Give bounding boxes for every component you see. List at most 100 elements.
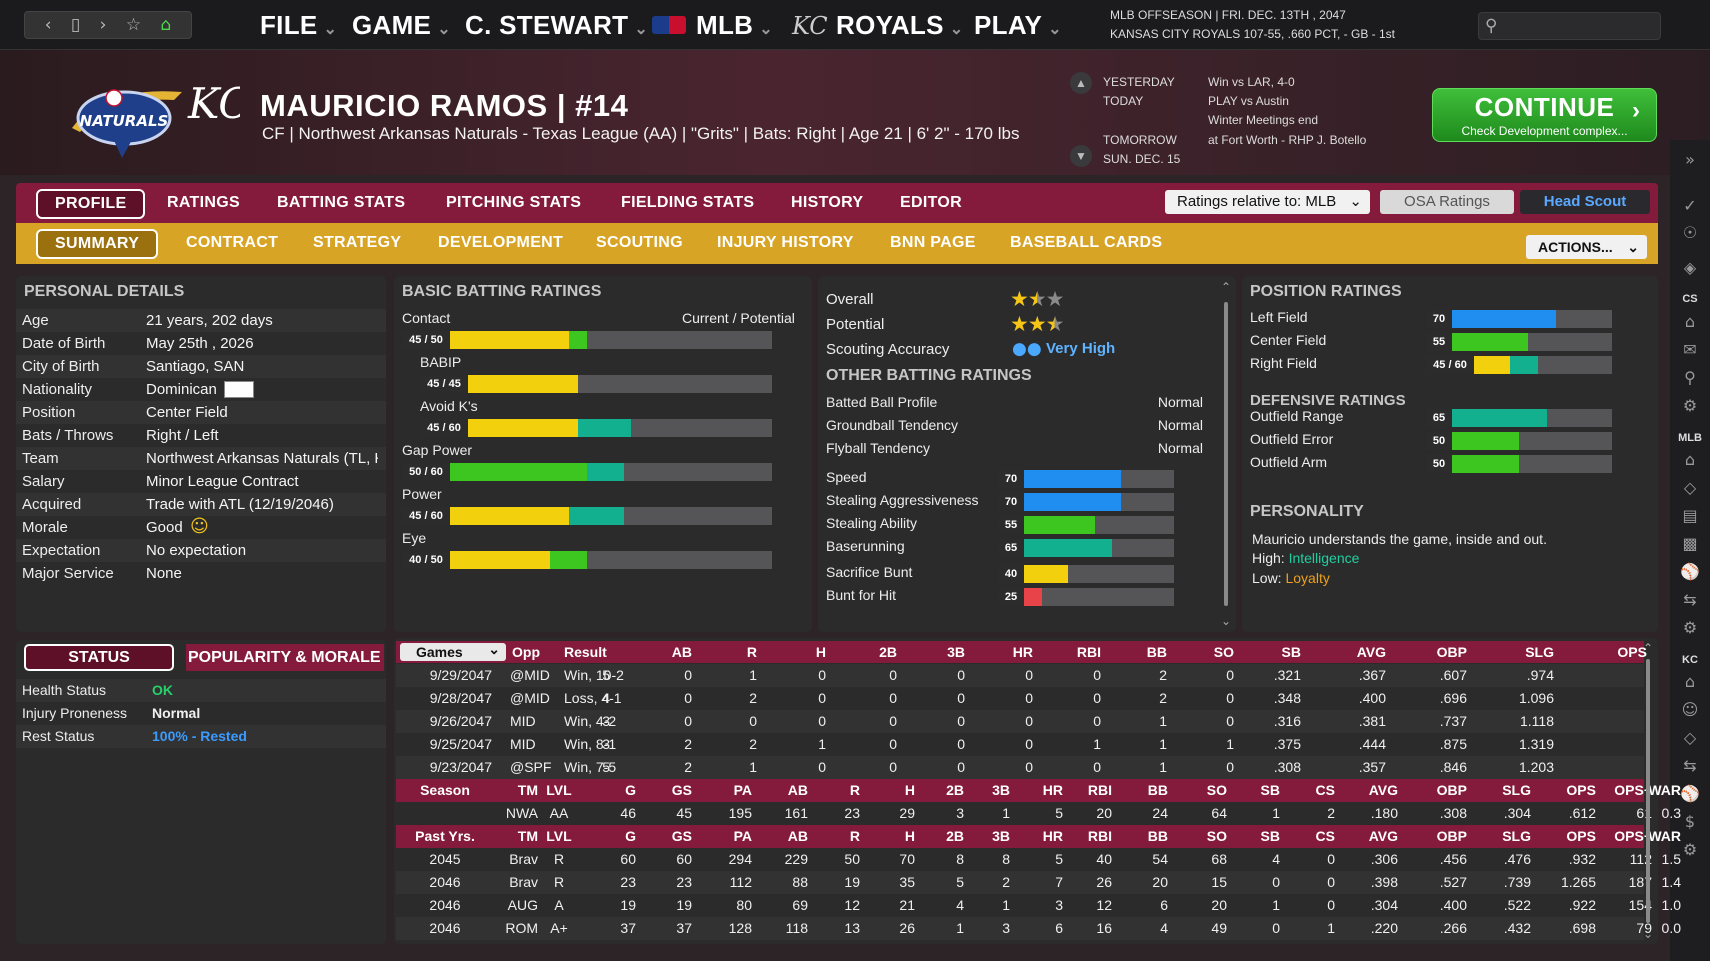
mail-icon[interactable]: ✉ xyxy=(1683,340,1697,359)
chart-icon[interactable]: ▩ xyxy=(1682,534,1698,553)
personal-details-title: PERSONAL DETAILS xyxy=(24,283,185,300)
scroll-down-icon[interactable]: ⌄ xyxy=(1221,614,1232,628)
scroll-down-icon[interactable]: ⌄ xyxy=(1643,927,1654,941)
stats-scrollbar[interactable]: ⌃ ⌄ xyxy=(1643,641,1655,941)
tab-status[interactable]: STATUS xyxy=(24,644,174,671)
personal-row: Nationality Dominican xyxy=(16,378,386,401)
menu-file[interactable]: FILE ⌄ xyxy=(260,10,338,40)
scroll-up-icon[interactable]: ⌃ xyxy=(1643,641,1654,655)
tab-baseball-cards[interactable]: BASEBALL CARDS xyxy=(1010,234,1163,251)
continue-button[interactable]: CONTINUE Check Development complex... › xyxy=(1432,88,1657,142)
home-icon[interactable]: ⌂ xyxy=(160,15,172,35)
ratings-relative-select[interactable]: Ratings relative to: MLB ⌄ xyxy=(1165,190,1370,214)
personality-text: Mauricio understands the game, inside an… xyxy=(1252,531,1547,547)
table-cell: 0 xyxy=(684,690,692,706)
table-cell: 4 xyxy=(956,897,964,913)
tab-editor[interactable]: EDITOR xyxy=(900,194,962,211)
other-rating-label: Batted Ball Profile xyxy=(826,394,938,410)
dollar-icon[interactable]: $ xyxy=(1684,812,1696,831)
swap-icon[interactable]: ⇆ xyxy=(1683,756,1697,775)
menu-play[interactable]: PLAY ⌄ xyxy=(974,10,1062,40)
forward-icon[interactable]: › xyxy=(99,15,107,35)
table-cell: 2 xyxy=(749,736,757,752)
menu-royals[interactable]: ROYALS ⌄ xyxy=(836,10,964,40)
star-icon[interactable]: ☆ xyxy=(125,15,142,35)
home-icon[interactable]: ⌂ xyxy=(1684,312,1696,331)
head-scout-button[interactable]: Head Scout xyxy=(1520,190,1650,214)
scouting-accuracy-label: Scouting Accuracy xyxy=(826,341,950,358)
tab-ratings[interactable]: RATINGS xyxy=(167,194,240,211)
table-cell: 0 xyxy=(957,736,965,752)
table-cell: .846 xyxy=(1439,759,1467,775)
chevron-up-icon[interactable]: ▲ xyxy=(1070,72,1092,94)
gear-icon[interactable]: ⚙ xyxy=(1682,618,1698,637)
baseball-icon[interactable]: ⚾ xyxy=(1680,784,1700,803)
scrollbar[interactable]: ⌃ ⌄ xyxy=(1221,280,1233,628)
column-header: Season xyxy=(420,782,470,798)
personal-value: Minor League Contract xyxy=(146,473,299,490)
chevron-down-icon[interactable]: ▼ xyxy=(1070,145,1092,167)
rating-badge: 55 xyxy=(998,516,1024,534)
table-cell: 0 xyxy=(1327,897,1335,913)
tab-strategy[interactable]: STRATEGY xyxy=(313,234,402,251)
table-row[interactable] xyxy=(396,871,1644,894)
speed-rating-label: Baserunning xyxy=(826,538,905,554)
table-row[interactable] xyxy=(396,710,1644,733)
table-row[interactable] xyxy=(396,664,1644,687)
tab-batting-stats[interactable]: BATTING STATS xyxy=(277,194,406,211)
tab-popularity-morale[interactable]: POPULARITY & MORALE xyxy=(186,644,384,671)
gear-icon[interactable]: ⚙ xyxy=(1682,840,1698,859)
column-header: R xyxy=(746,644,757,660)
batting-rating-label: BABIP xyxy=(420,354,462,370)
tab-profile[interactable]: PROFILE xyxy=(36,189,146,219)
menu-mlb[interactable]: MLB ⌄ xyxy=(696,10,773,40)
gear-icon[interactable]: ⚙ xyxy=(1682,396,1698,415)
scroll-thumb[interactable] xyxy=(1224,302,1228,606)
table-cell: 9/23/2047 xyxy=(429,759,492,775)
news-icon[interactable]: ▤ xyxy=(1682,506,1698,525)
table-cell: 19 xyxy=(620,897,636,913)
tab-history[interactable]: HISTORY xyxy=(791,194,864,211)
tab-summary[interactable]: SUMMARY xyxy=(36,229,159,259)
scroll-up-icon[interactable]: ⌃ xyxy=(1221,280,1232,294)
diamond-icon[interactable]: ◇ xyxy=(1683,728,1697,747)
lightbulb-icon[interactable]: ◈ xyxy=(1683,258,1697,277)
table-cell: 2 xyxy=(1159,667,1167,683)
chevron-down-icon: ⌄ xyxy=(1627,239,1639,255)
people-icon[interactable]: ☺ xyxy=(1681,700,1699,719)
back-icon[interactable]: ‹ xyxy=(44,15,52,35)
table-row[interactable] xyxy=(396,756,1644,779)
rating-badge: 45 / 60 xyxy=(402,507,450,525)
games-select[interactable]: Games ⌄ xyxy=(400,641,506,661)
table-cell: 5 xyxy=(1055,805,1063,821)
home-icon[interactable]: ⌂ xyxy=(1684,450,1696,469)
table-cell: NWA xyxy=(505,805,538,821)
personal-value: No expectation xyxy=(146,542,247,559)
menu-manager[interactable]: C. STEWART ⌄ xyxy=(465,10,649,40)
tab-development[interactable]: DEVELOPMENT xyxy=(438,234,564,251)
home-icon[interactable]: ⌂ xyxy=(1684,672,1696,691)
collapse-icon[interactable]: » xyxy=(1685,150,1695,169)
tab-scouting[interactable]: SCOUTING xyxy=(596,234,683,251)
check-icon[interactable]: ✓ xyxy=(1683,196,1697,215)
tab-pitching-stats[interactable]: PITCHING STATS xyxy=(446,194,582,211)
table-cell: .367 xyxy=(1358,667,1386,683)
globe-icon[interactable]: ☉ xyxy=(1682,223,1698,242)
search-input[interactable]: ⚲ xyxy=(1478,12,1661,40)
diamond-icon[interactable]: ◇ xyxy=(1683,478,1697,497)
menu-game[interactable]: GAME ⌄ xyxy=(352,10,451,40)
tab-injury-history[interactable]: INJURY HISTORY xyxy=(717,234,854,251)
swap-icon[interactable]: ⇆ xyxy=(1683,590,1697,609)
tab-bnn-page[interactable]: BNN PAGE xyxy=(890,234,976,251)
table-row[interactable] xyxy=(396,917,1644,940)
osa-ratings-button[interactable]: OSA Ratings xyxy=(1380,190,1514,214)
tab-fielding-stats[interactable]: FIELDING STATS xyxy=(621,194,755,211)
baseball-icon[interactable]: ⚾ xyxy=(1680,562,1700,581)
search-icon[interactable]: ⚲ xyxy=(1684,368,1696,387)
actions-dropdown[interactable]: ACTIONS... ⌄ xyxy=(1526,235,1647,259)
page-icon[interactable]: ▯ xyxy=(70,15,81,35)
tab-contract[interactable]: CONTRACT xyxy=(186,234,279,251)
table-cell: 1 xyxy=(749,667,757,683)
star-icon: ★ xyxy=(1045,287,1065,311)
scroll-thumb[interactable] xyxy=(1646,659,1650,923)
